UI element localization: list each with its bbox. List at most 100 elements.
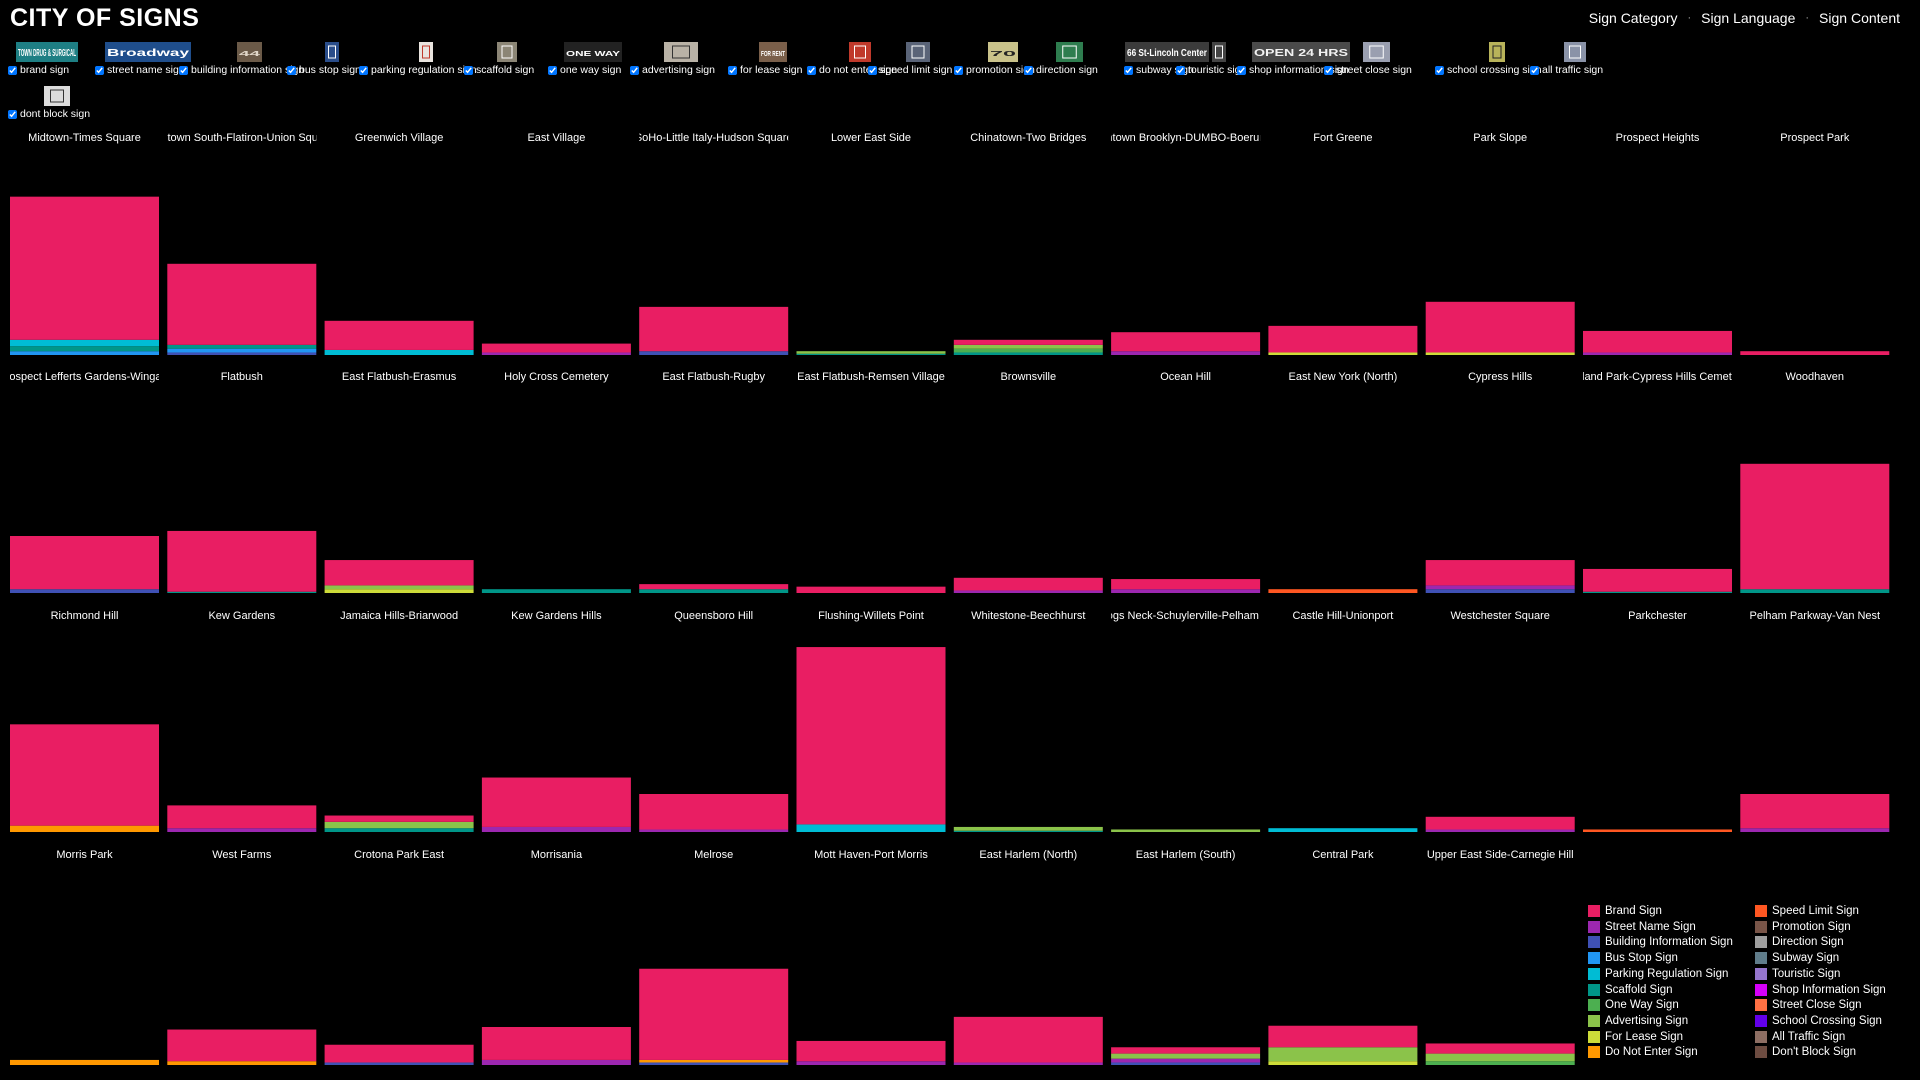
bar-segment[interactable] xyxy=(1268,325,1418,353)
bar-segment[interactable] xyxy=(10,724,159,826)
bar-segment[interactable] xyxy=(953,830,1103,832)
filter-checkbox-label[interactable]: school crossing sign xyxy=(1435,64,1542,76)
filter-checkbox-label[interactable]: shop information sign xyxy=(1237,64,1349,76)
neighborhood-panel[interactable]: Westchester Square xyxy=(1425,610,1575,832)
bar-segment[interactable] xyxy=(1425,560,1575,586)
filter-checkbox-label[interactable]: do not enter sign xyxy=(807,64,897,76)
filter-checkbox[interactable] xyxy=(8,109,17,119)
filter-checkbox-label[interactable]: touristic sign xyxy=(1176,64,1246,76)
bar-segment[interactable] xyxy=(1111,1047,1261,1054)
bar-segment[interactable] xyxy=(1111,589,1261,593)
bar-segment[interactable] xyxy=(639,1059,789,1063)
bar-segment[interactable] xyxy=(167,1029,317,1062)
bar-segment[interactable] xyxy=(1111,1058,1261,1063)
bar-segment[interactable] xyxy=(1268,1061,1418,1065)
bar-segment[interactable] xyxy=(796,1040,946,1062)
filter-checkbox[interactable] xyxy=(359,65,368,75)
bar-segment[interactable] xyxy=(324,1062,474,1065)
nav-sign-content[interactable]: Sign Content xyxy=(1819,10,1900,26)
bar-segment[interactable] xyxy=(481,352,631,355)
bar-segment[interactable] xyxy=(167,344,317,349)
filter-checkbox-label[interactable]: brand sign xyxy=(8,64,69,76)
bar-segment[interactable] xyxy=(324,828,474,832)
bar-segment[interactable] xyxy=(10,589,159,593)
bar-segment[interactable] xyxy=(481,826,631,832)
neighborhood-panel[interactable]: Melrose xyxy=(639,849,789,1065)
bar-segment[interactable] xyxy=(1583,352,1732,355)
bar-segment[interactable] xyxy=(324,320,474,350)
bar-segment[interactable] xyxy=(1425,352,1575,355)
filter-checkbox[interactable] xyxy=(287,65,296,75)
neighborhood-panel[interactable]: Throgs Neck-Schuylerville-Pelham Bay xyxy=(1090,610,1281,832)
bar-segment[interactable] xyxy=(1111,579,1261,590)
neighborhood-panel[interactable]: SoHo-Little Italy-Hudson Square xyxy=(635,132,793,355)
neighborhood-panel[interactable]: Crotona Park East xyxy=(324,849,474,1065)
filter-checkbox[interactable] xyxy=(1435,65,1444,75)
bar-segment[interactable] xyxy=(639,589,789,593)
filter-checkbox-label[interactable]: parking regulation sign xyxy=(359,64,477,76)
bar-segment[interactable] xyxy=(796,351,946,354)
bar-segment[interactable] xyxy=(639,968,789,1060)
bar-segment[interactable] xyxy=(796,1061,946,1065)
neighborhood-panel[interactable]: Brownsville xyxy=(953,371,1103,593)
bar-segment[interactable] xyxy=(481,777,631,827)
bar-segment[interactable] xyxy=(10,351,159,355)
bar-segment[interactable] xyxy=(1425,1053,1575,1062)
bar-segment[interactable] xyxy=(324,589,474,593)
filter-checkbox[interactable] xyxy=(1324,65,1333,75)
filter-checkbox[interactable] xyxy=(548,65,557,75)
bar-segment[interactable] xyxy=(796,824,946,832)
bar-segment[interactable] xyxy=(1268,589,1418,593)
bar-segment[interactable] xyxy=(167,805,317,829)
neighborhood-panel[interactable]: Kew Gardens xyxy=(167,610,317,832)
bar-segment[interactable] xyxy=(1583,591,1732,593)
bar-segment[interactable] xyxy=(324,821,474,829)
bar-segment[interactable] xyxy=(639,584,789,590)
neighborhood-panel[interactable]: East New York (North) xyxy=(1268,371,1418,593)
neighborhood-panel[interactable]: East Harlem (South) xyxy=(1111,849,1261,1065)
neighborhood-panel[interactable]: Richmond Hill xyxy=(10,610,159,832)
bar-segment[interactable] xyxy=(10,536,159,590)
bar-segment[interactable] xyxy=(1740,589,1890,593)
neighborhood-panel[interactable]: Chinatown-Two Bridges xyxy=(953,132,1103,355)
filter-checkbox[interactable] xyxy=(179,65,188,75)
bar-segment[interactable] xyxy=(796,353,946,355)
bar-segment[interactable] xyxy=(1425,1043,1575,1054)
neighborhood-panel[interactable]: Woodhaven xyxy=(1740,371,1890,593)
neighborhood-panel[interactable]: Lower East Side xyxy=(796,132,946,355)
bar-segment[interactable] xyxy=(639,306,789,352)
bar-segment[interactable] xyxy=(1425,589,1575,593)
bar-segment[interactable] xyxy=(953,826,1103,831)
neighborhood-panel[interactable]: Midtown-Times Square xyxy=(10,132,159,355)
neighborhood-panel[interactable]: East Flatbush-Rugby xyxy=(639,371,789,593)
neighborhood-panel[interactable]: Midtown South-Flatiron-Union Square xyxy=(150,132,334,355)
filter-checkbox-label[interactable]: bus stop sign xyxy=(287,64,361,76)
bar-segment[interactable] xyxy=(481,343,631,353)
neighborhood-panel[interactable]: Central Park xyxy=(1268,849,1418,1065)
filter-checkbox-label[interactable]: speed limit sign xyxy=(868,64,952,76)
bar-segment[interactable] xyxy=(953,339,1103,345)
filter-checkbox[interactable] xyxy=(1024,65,1033,75)
neighborhood-panel[interactable]: Parkchester xyxy=(1583,610,1732,832)
nav-sign-category[interactable]: Sign Category xyxy=(1588,10,1678,26)
bar-segment[interactable] xyxy=(1740,828,1890,832)
neighborhood-panel[interactable]: Greenwich Village xyxy=(324,132,474,355)
bar-segment[interactable] xyxy=(639,351,789,355)
neighborhood-panel[interactable]: Kew Gardens Hills xyxy=(481,610,631,832)
filter-checkbox-label[interactable]: direction sign xyxy=(1024,64,1098,76)
neighborhood-panel[interactable]: Prospect Lefferts Gardens-Wingate xyxy=(0,371,171,593)
bar-segment[interactable] xyxy=(953,577,1103,591)
filter-checkbox[interactable] xyxy=(95,65,104,75)
bar-segment[interactable] xyxy=(1425,829,1575,832)
neighborhood-panel[interactable]: Whitestone-Beechhurst xyxy=(953,610,1103,832)
neighborhood-panel[interactable]: East Village xyxy=(481,132,631,355)
bar-segment[interactable] xyxy=(324,560,474,586)
bar-segment[interactable] xyxy=(167,828,317,832)
bar-segment[interactable] xyxy=(1111,351,1261,355)
neighborhood-panel[interactable]: Downtown Brooklyn-DUMBO-Boerum Hill xyxy=(1084,132,1286,355)
bar-segment[interactable] xyxy=(1268,1025,1418,1048)
bar-segment[interactable] xyxy=(324,1044,474,1063)
bar-segment[interactable] xyxy=(10,346,159,352)
bar-segment[interactable] xyxy=(1425,816,1575,830)
neighborhood-panel[interactable]: Queensboro Hill xyxy=(639,610,789,832)
